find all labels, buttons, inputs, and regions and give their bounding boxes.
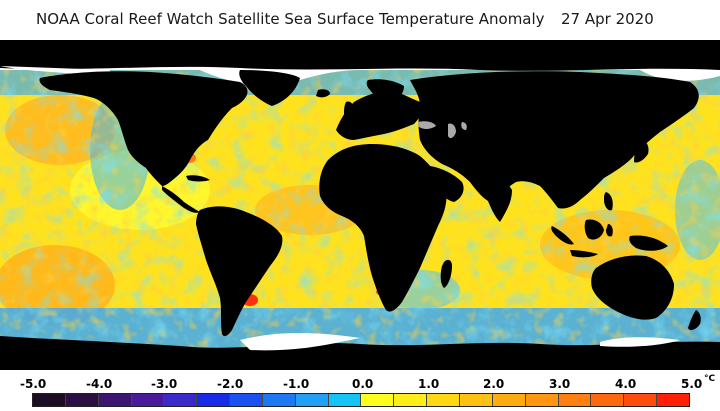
- europe: [336, 90, 422, 140]
- legend-color-bar: [32, 393, 690, 407]
- legend-swatch: [131, 394, 165, 406]
- legend-tick: -3.0: [151, 377, 178, 391]
- cuba: [186, 175, 210, 182]
- legend-swatch: [65, 394, 99, 406]
- legend-swatch: [492, 394, 526, 406]
- legend-swatch: [230, 394, 263, 406]
- legend-swatch: [558, 394, 592, 406]
- java: [570, 250, 598, 258]
- arabian-peninsula: [429, 166, 464, 202]
- legend-swatch: [197, 394, 231, 406]
- land-layer: [39, 70, 701, 337]
- legend-tick: 1.0: [418, 377, 440, 391]
- antarctic-ice-east: [600, 337, 680, 347]
- philippines: [604, 192, 613, 211]
- north-america: [39, 71, 248, 186]
- sulawesi: [606, 224, 613, 237]
- africa: [319, 144, 447, 312]
- map-title: NOAA Coral Reef Watch Satellite Sea Surf…: [0, 10, 720, 34]
- legend-swatch: [262, 394, 296, 406]
- legend-swatch: [33, 394, 66, 406]
- antarctic-ice-weddell: [240, 333, 360, 351]
- antarctica-land: [0, 336, 720, 370]
- legend-swatch: [98, 394, 132, 406]
- legend-swatch: [657, 394, 689, 406]
- date-label: 27 Apr 2020: [561, 10, 654, 28]
- arctic-ice-west: [0, 66, 110, 80]
- arctic-ice-east: [640, 70, 720, 81]
- legend-tick: 2.0: [483, 377, 505, 391]
- japan: [634, 138, 649, 163]
- new-guinea: [629, 235, 668, 251]
- black-sea: [418, 121, 436, 129]
- asia: [410, 71, 699, 209]
- aral-sea: [461, 122, 467, 130]
- legend-tick: -2.0: [217, 377, 244, 391]
- greenland: [239, 70, 300, 106]
- legend-swatch: [328, 394, 362, 406]
- legend-swatch: [525, 394, 559, 406]
- title-text: NOAA Coral Reef Watch Satellite Sea Surf…: [36, 10, 545, 28]
- legend-tick: 4.0: [615, 377, 637, 391]
- legend-unit: °C: [704, 374, 716, 384]
- legend-tick: -1.0: [283, 377, 310, 391]
- legend-swatch: [624, 394, 658, 406]
- british-isles: [344, 101, 354, 117]
- madagascar: [440, 259, 452, 288]
- borneo: [584, 219, 604, 240]
- arctic-land: [0, 40, 720, 71]
- legend-swatch: [459, 394, 493, 406]
- legend-tick: 0.0: [352, 377, 374, 391]
- legend-swatch: [361, 394, 395, 406]
- legend-swatch: [394, 394, 428, 406]
- legend-swatch: [591, 394, 625, 406]
- scandinavia: [366, 79, 404, 102]
- color-scale-legend: -5.0 -4.0 -3.0 -2.0 -1.0 0.0 1.0 2.0 3.0…: [0, 374, 720, 411]
- legend-tick: -4.0: [86, 377, 113, 391]
- indian-subcontinent: [483, 170, 512, 222]
- legend-tick: -5.0: [20, 377, 47, 391]
- legend-tick: 5.0: [681, 377, 703, 391]
- legend-swatch: [164, 394, 198, 406]
- legend-tick: 3.0: [549, 377, 571, 391]
- new-zealand: [688, 310, 701, 331]
- iceland: [316, 89, 330, 98]
- sst-anomaly-map: [0, 40, 720, 370]
- australia: [591, 255, 674, 320]
- central-america: [162, 186, 200, 213]
- legend-swatch: [427, 394, 460, 406]
- south-america: [196, 206, 283, 337]
- legend-swatch: [295, 394, 329, 406]
- sumatra: [551, 226, 574, 245]
- caspian-sea: [448, 123, 456, 139]
- lake-layer: [418, 121, 467, 139]
